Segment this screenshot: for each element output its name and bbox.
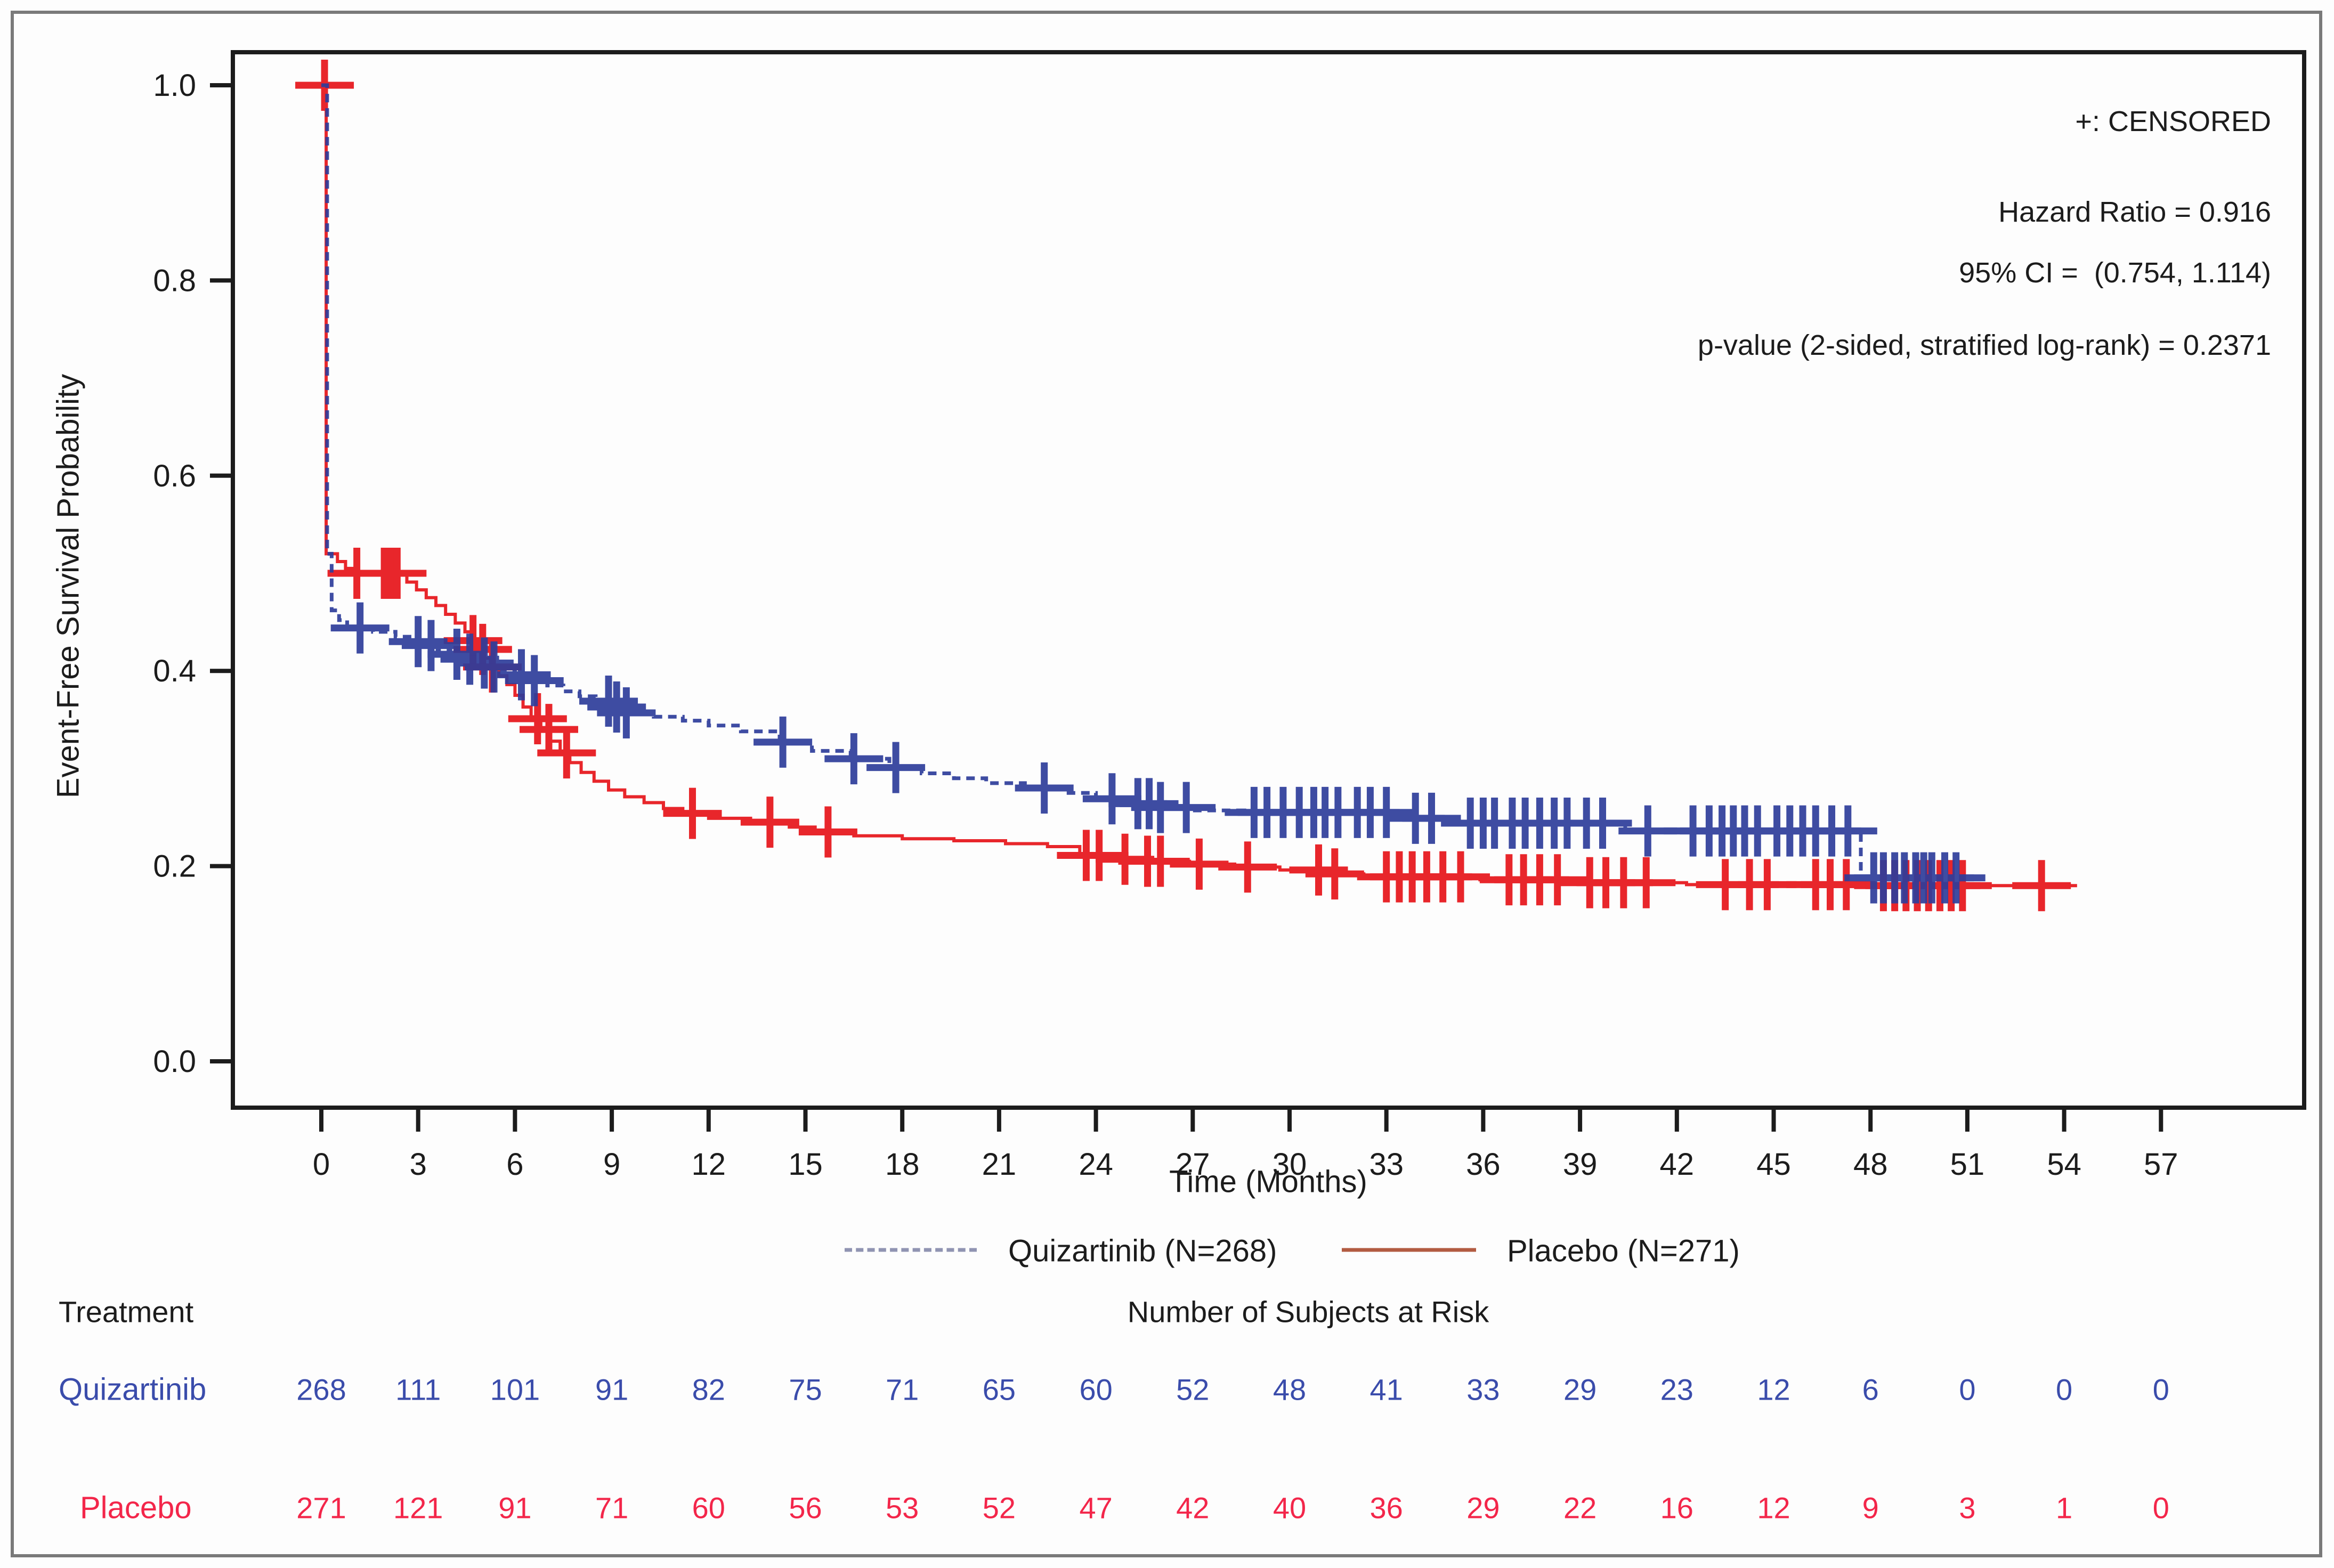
x-tick-label: 0 [313, 1147, 330, 1182]
legend-label-placebo: Placebo (N=271) [1507, 1233, 1740, 1269]
x-tick-label: 3 [410, 1147, 427, 1182]
risk-value: 29 [1563, 1372, 1597, 1407]
risk-value: 16 [1660, 1491, 1693, 1525]
y-tick-label: 0.6 [153, 459, 196, 493]
risk-value: 0 [2152, 1491, 2169, 1525]
risk-value: 12 [1757, 1491, 1790, 1525]
x-tick-label: 54 [2047, 1147, 2081, 1182]
risk-value: 41 [1369, 1372, 1403, 1407]
risk-value: 0 [2152, 1372, 2169, 1407]
risk-value: 22 [1563, 1491, 1597, 1525]
risk-value: 53 [886, 1491, 919, 1525]
risk-value: 48 [1273, 1372, 1307, 1407]
risk-value: 0 [2056, 1372, 2073, 1407]
risk-value: 33 [1466, 1372, 1500, 1407]
quizartinib-series-group [321, 83, 1985, 904]
y-tick-label: 0.8 [153, 263, 196, 298]
x-tick-label: 12 [692, 1147, 726, 1182]
x-tick-label: 48 [1853, 1147, 1888, 1182]
risk-value: 82 [692, 1372, 725, 1407]
x-tick-label: 24 [1079, 1147, 1113, 1182]
risk-value: 36 [1369, 1491, 1403, 1525]
risk-value: 56 [789, 1491, 822, 1525]
risk-value: 3 [1959, 1491, 1976, 1525]
risk-value: 52 [1176, 1372, 1210, 1407]
x-tick-label: 36 [1466, 1147, 1501, 1182]
risk-value: 42 [1176, 1491, 1210, 1525]
x-tick-label: 45 [1756, 1147, 1791, 1182]
figure-border [11, 11, 2322, 1557]
risk-value: 29 [1466, 1491, 1500, 1525]
risk-value: 71 [886, 1372, 919, 1407]
x-tick-label: 6 [506, 1147, 523, 1182]
y-tick-label: 0.0 [153, 1044, 196, 1079]
y-axis-title: Event-Free Survival Probability [51, 373, 86, 799]
risk-value: 9 [1862, 1491, 1879, 1525]
censored-note: +: CENSORED [2075, 105, 2271, 137]
risk-value: 40 [1273, 1491, 1307, 1525]
risk-value: 75 [789, 1372, 822, 1407]
risk-value: 1 [2056, 1491, 2073, 1525]
x-axis-title: Time (Months) [1169, 1164, 1367, 1199]
risk-value: 271 [296, 1491, 346, 1525]
x-tick-label: 51 [1950, 1147, 1985, 1182]
risk-value: 71 [595, 1491, 629, 1525]
hazard-ratio-annotation: Hazard Ratio = 0.916 [1998, 196, 2271, 228]
risk-value: 6 [1862, 1372, 1879, 1407]
legend-label-quizartinib: Quizartinib (N=268) [1008, 1233, 1277, 1269]
x-tick-label: 15 [788, 1147, 823, 1182]
placebo-survival-curve [321, 84, 2077, 888]
risk-value: 60 [692, 1491, 725, 1525]
risk-value: 91 [498, 1491, 532, 1525]
risk-row-label-quizartinib: Quizartinib [59, 1372, 207, 1407]
x-tick-label: 21 [982, 1147, 1017, 1182]
x-tick-label: 42 [1660, 1147, 1695, 1182]
risk-value: 47 [1079, 1491, 1113, 1525]
risk-value: 52 [982, 1491, 1016, 1525]
risk-row-label-placebo: Placebo [80, 1490, 192, 1525]
plot-frame [231, 50, 2306, 1110]
confidence-interval-annotation: 95% CI = (0.754, 1.114) [1959, 257, 2271, 289]
risk-value: 111 [395, 1372, 441, 1407]
y-tick-label: 0.2 [153, 849, 196, 884]
x-tick-label: 39 [1563, 1147, 1598, 1182]
y-tick-label: 1.0 [153, 68, 196, 103]
risk-value: 60 [1079, 1372, 1113, 1407]
risk-table-title: Number of Subjects at Risk [1127, 1295, 1489, 1329]
risk-value: 12 [1757, 1372, 1790, 1407]
risk-value: 121 [393, 1491, 443, 1525]
p-value-annotation: p-value (2-sided, stratified log-rank) =… [1697, 329, 2271, 361]
x-tick-label: 33 [1369, 1147, 1404, 1182]
risk-value: 65 [982, 1372, 1016, 1407]
risk-value: 0 [1959, 1372, 1976, 1407]
risk-value: 268 [296, 1372, 346, 1407]
risk-value: 23 [1660, 1372, 1693, 1407]
x-tick-label: 27 [1176, 1147, 1210, 1182]
y-tick-label: 0.4 [153, 654, 196, 688]
risk-value: 91 [595, 1372, 629, 1407]
risk-table-treatment-header: Treatment [59, 1295, 194, 1329]
legend-line-placebo [1342, 1248, 1476, 1252]
risk-value: 101 [490, 1372, 540, 1407]
x-tick-label: 18 [885, 1147, 920, 1182]
x-tick-label: 57 [2144, 1147, 2178, 1182]
legend-line-quizartinib [845, 1248, 977, 1252]
x-tick-label: 9 [603, 1147, 620, 1182]
x-tick-label: 30 [1273, 1147, 1307, 1182]
